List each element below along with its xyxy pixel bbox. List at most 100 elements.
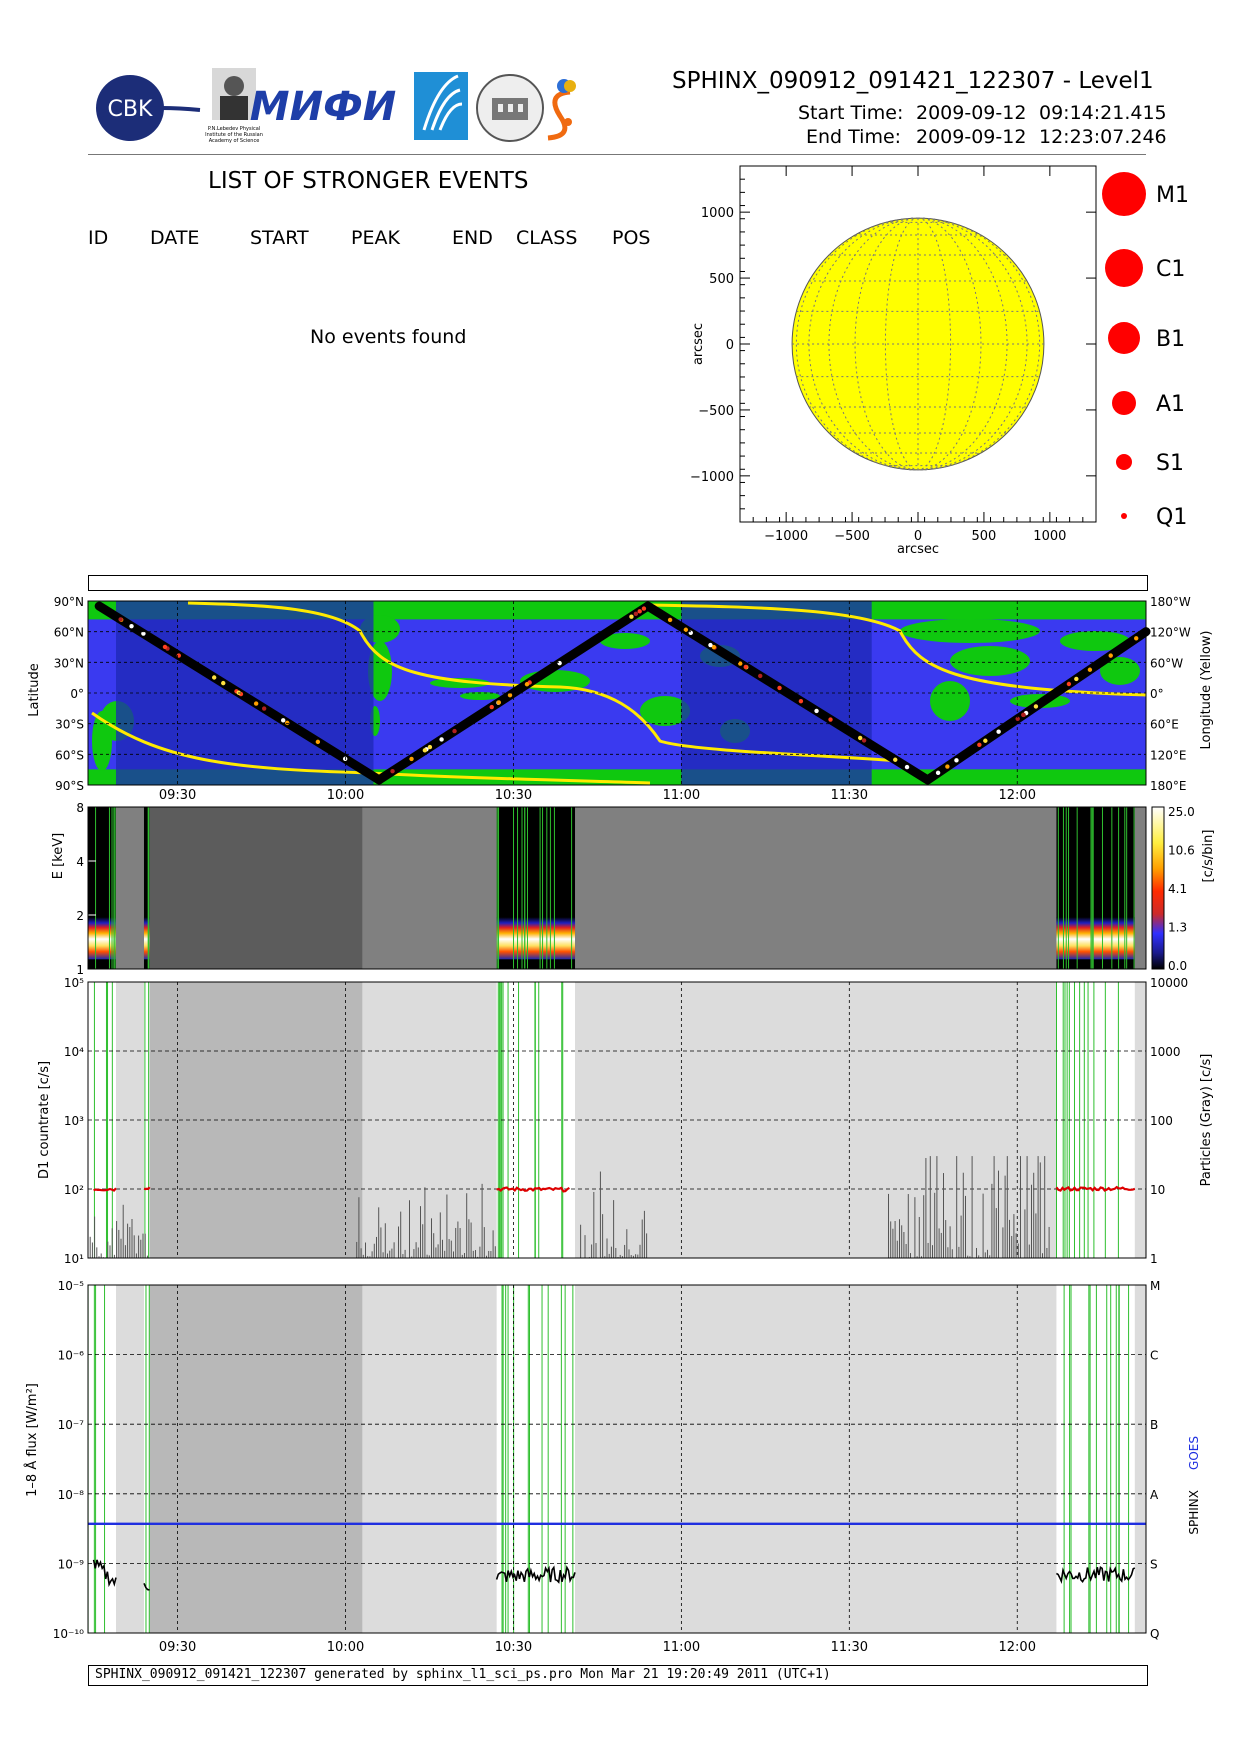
header-divider — [88, 154, 1146, 155]
energy-axis-label: E [keV] — [51, 833, 66, 879]
flux-class-tick-label: B — [1150, 1418, 1158, 1432]
footer: SPHINX_090912_091421_122307 generated by… — [88, 1665, 1148, 1686]
ground-track-dot — [439, 737, 444, 742]
end-time: 12:23:07.246 — [1039, 126, 1167, 148]
ground-track-dot — [935, 770, 941, 776]
sphinx-flux-line — [143, 1582, 150, 1591]
map-lat-tick-label: 30°N — [54, 656, 84, 670]
ground-track-dot — [390, 768, 395, 774]
ground-track-dot — [315, 739, 321, 745]
legend-label-q1: Q1 — [1156, 505, 1187, 530]
sun-xtick-label: −1000 — [764, 529, 808, 544]
map-landmass — [930, 681, 970, 721]
flux-active-region — [143, 1285, 150, 1633]
particles-ytick-label: 1000 — [1150, 1045, 1181, 1059]
flux-class-tick-label: S — [1150, 1557, 1158, 1571]
flux-class-tick-label: A — [1150, 1488, 1159, 1502]
sphinx-logo — [547, 79, 576, 141]
events-col-start: START — [250, 227, 309, 249]
svg-text:МИФИ: МИФИ — [250, 84, 396, 130]
legend-label-b1: B1 — [1156, 327, 1185, 352]
map-landmass — [460, 692, 500, 700]
spectrogram-frame — [87, 806, 1147, 970]
ground-track-dot — [118, 617, 123, 622]
ground-track-dot — [1087, 667, 1093, 672]
map-lon-tick-label: 180°E — [1150, 779, 1187, 793]
events-col-date: DATE — [150, 227, 200, 249]
sphinx-flux-line — [495, 1565, 576, 1584]
map-lon-tick-label: 0° — [1150, 687, 1164, 701]
sun-longitude-line — [917, 217, 1040, 471]
time-series-panels: 90°N 180°W 60°N 120°W 30°N 60°W 0° 0° 30°S 60°E 60… — [24, 595, 1216, 1655]
map-landmass — [368, 641, 392, 701]
flux-class-tick-label: C — [1150, 1349, 1158, 1363]
map-lon-tick-label: 120°W — [1150, 626, 1191, 640]
ground-track-dot — [1074, 676, 1079, 682]
flux-ytick-label: 10⁻⁸ — [58, 1488, 85, 1502]
axis-labels: Latitude Longitude (Yellow) E [keV] [c/s… — [24, 631, 1216, 1535]
colorbar-tick-label: 10.6 — [1168, 844, 1195, 858]
ground-track-dot — [211, 675, 217, 680]
flux-frame — [87, 1284, 1147, 1634]
sun-ytick-label: 1000 — [701, 206, 734, 221]
sun-map-ticks: −1000 −500 0 500 1000 1000 500 0 −500 −1000 — [690, 166, 1096, 544]
map-longitude-curve — [649, 603, 1147, 697]
spectrogram-active-bg — [143, 807, 150, 969]
ground-track-dot — [893, 757, 898, 762]
ground-track-dot — [1134, 636, 1139, 641]
sun-xtick-label: 1000 — [1033, 529, 1066, 544]
legend-label-c1: C1 — [1156, 257, 1185, 282]
map-lat-tick-label: 60°N — [54, 626, 84, 640]
sun-longitude-line — [917, 217, 982, 471]
spectrogram-band — [88, 917, 116, 960]
sun-ytick-label: −500 — [698, 404, 734, 419]
ground-track-dot — [777, 685, 782, 691]
latitude-axis-label: Latitude — [27, 663, 42, 717]
ground-track-dot — [828, 717, 833, 722]
flux-ytick-label: 10⁻⁹ — [58, 1557, 85, 1571]
ground-track-dot — [285, 720, 290, 726]
map-longitude-curve — [187, 601, 901, 763]
sun-longitude-line — [884, 217, 919, 471]
d1-countrate-line — [93, 1187, 117, 1192]
flux-time-tick-label: 11:00 — [663, 1640, 700, 1655]
ground-track-dot — [1015, 716, 1020, 721]
ground-track-dot — [814, 708, 819, 714]
ground-track-dot — [261, 706, 267, 711]
sun-ytick-label: −1000 — [690, 470, 734, 485]
events-col-peak: PEAK — [351, 227, 400, 249]
spectrogram-ytick-label: 1 — [76, 963, 84, 977]
ground-track-dot — [798, 698, 804, 704]
sun-map-xlabel: arcsec — [897, 542, 939, 557]
countrate-ytick-label: 10¹ — [64, 1252, 84, 1266]
spectrogram-shaded-region — [149, 807, 363, 969]
countrate-panel: 10¹ 10² 10³ 10⁴ 10⁵ 1 10 100 1000 10000 — [64, 976, 1188, 1266]
countrate-ytick-label: 10⁴ — [64, 1045, 84, 1059]
sphinx-flux-line — [1056, 1566, 1136, 1585]
ground-track-dot — [452, 728, 457, 734]
flux-time-tick-label: 10:30 — [495, 1640, 532, 1655]
ground-track-dot — [954, 758, 959, 763]
legend-marker-c1 — [1105, 249, 1143, 287]
ground-track-dot — [738, 661, 743, 666]
lebedev-logo: P.N.Lebedev Physical Institute of the Ru… — [205, 68, 263, 144]
longitude-axis-label: Longitude (Yellow) — [1199, 631, 1214, 750]
colorbar-axis-label: [c/s/bin] — [1201, 830, 1216, 883]
map-lat-tick-label: 30°S — [55, 718, 84, 732]
spectrogram-ytick-label: 4 — [76, 855, 84, 869]
roscosmos-logo — [414, 72, 468, 140]
report-title: SPHINX_090912_091421_122307 - Level1 — [672, 68, 1154, 94]
map-time-tick-label: 10:30 — [495, 788, 532, 803]
sun-longitude-line — [917, 217, 1008, 471]
ground-track-dot — [633, 611, 639, 617]
map-time-tick-label: 10:00 — [327, 788, 364, 803]
legend-marker-a1 — [1112, 391, 1136, 415]
legend-marker-q1 — [1121, 513, 1127, 519]
flux-ytick-label: 10⁻⁷ — [58, 1418, 85, 1432]
ground-track-dot — [977, 742, 982, 748]
sun-longitude-line — [808, 217, 919, 471]
particles-axis-label: Particles (Gray) [c/s] — [1199, 1054, 1214, 1187]
sun-longitude-line — [917, 217, 1028, 471]
ground-track-dot — [1066, 681, 1072, 687]
countrate-ytick-label: 10² — [64, 1183, 84, 1197]
